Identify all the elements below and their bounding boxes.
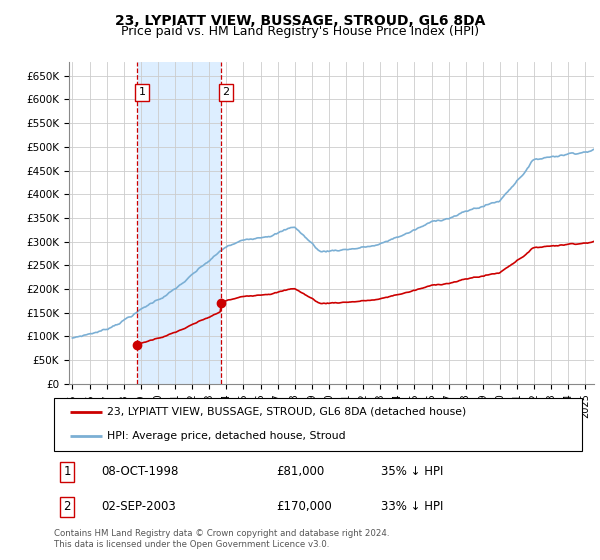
Text: Price paid vs. HM Land Registry's House Price Index (HPI): Price paid vs. HM Land Registry's House … [121, 25, 479, 38]
Text: 08-OCT-1998: 08-OCT-1998 [101, 465, 179, 478]
Text: Contains HM Land Registry data © Crown copyright and database right 2024.
This d: Contains HM Land Registry data © Crown c… [54, 529, 389, 549]
Text: 23, LYPIATT VIEW, BUSSAGE, STROUD, GL6 8DA: 23, LYPIATT VIEW, BUSSAGE, STROUD, GL6 8… [115, 14, 485, 28]
Text: 23, LYPIATT VIEW, BUSSAGE, STROUD, GL6 8DA (detached house): 23, LYPIATT VIEW, BUSSAGE, STROUD, GL6 8… [107, 407, 466, 417]
Text: 1: 1 [139, 87, 146, 97]
Text: 2: 2 [222, 87, 229, 97]
Text: 1: 1 [64, 465, 71, 478]
Text: 35% ↓ HPI: 35% ↓ HPI [382, 465, 444, 478]
Text: 2: 2 [64, 500, 71, 514]
Text: £170,000: £170,000 [276, 500, 332, 514]
Text: 33% ↓ HPI: 33% ↓ HPI [382, 500, 444, 514]
Text: 02-SEP-2003: 02-SEP-2003 [101, 500, 176, 514]
Text: £81,000: £81,000 [276, 465, 324, 478]
Text: HPI: Average price, detached house, Stroud: HPI: Average price, detached house, Stro… [107, 431, 346, 441]
